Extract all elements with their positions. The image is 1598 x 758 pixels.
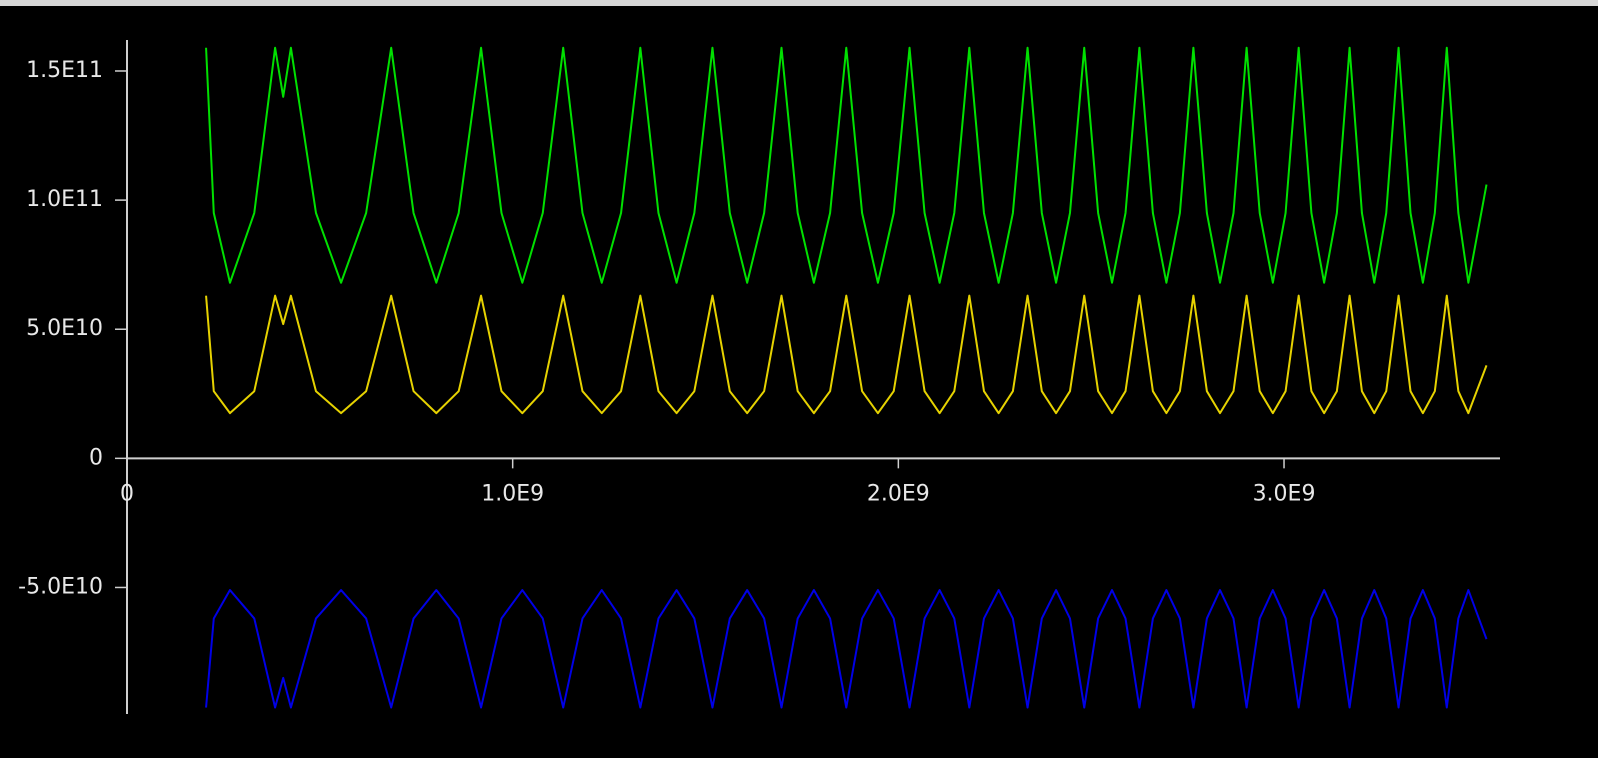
x-tick-label: 0 <box>120 481 134 506</box>
x-tick-label: 1.0E9 <box>481 481 544 506</box>
y-tick-label: -5.0E10 <box>18 574 103 599</box>
x-tick-label: 2.0E9 <box>867 481 930 506</box>
y-tick-label: 1.5E11 <box>26 58 103 83</box>
series-line <box>205 589 1488 709</box>
series-line <box>205 46 1488 284</box>
y-tick-label: 1.0E11 <box>26 187 103 212</box>
y-tick-label: 0 <box>89 445 103 470</box>
x-tick-label: 3.0E9 <box>1253 481 1316 506</box>
y-tick-label: 5.0E10 <box>26 316 103 341</box>
series-line <box>205 294 1488 415</box>
window-bar <box>0 0 1598 6</box>
